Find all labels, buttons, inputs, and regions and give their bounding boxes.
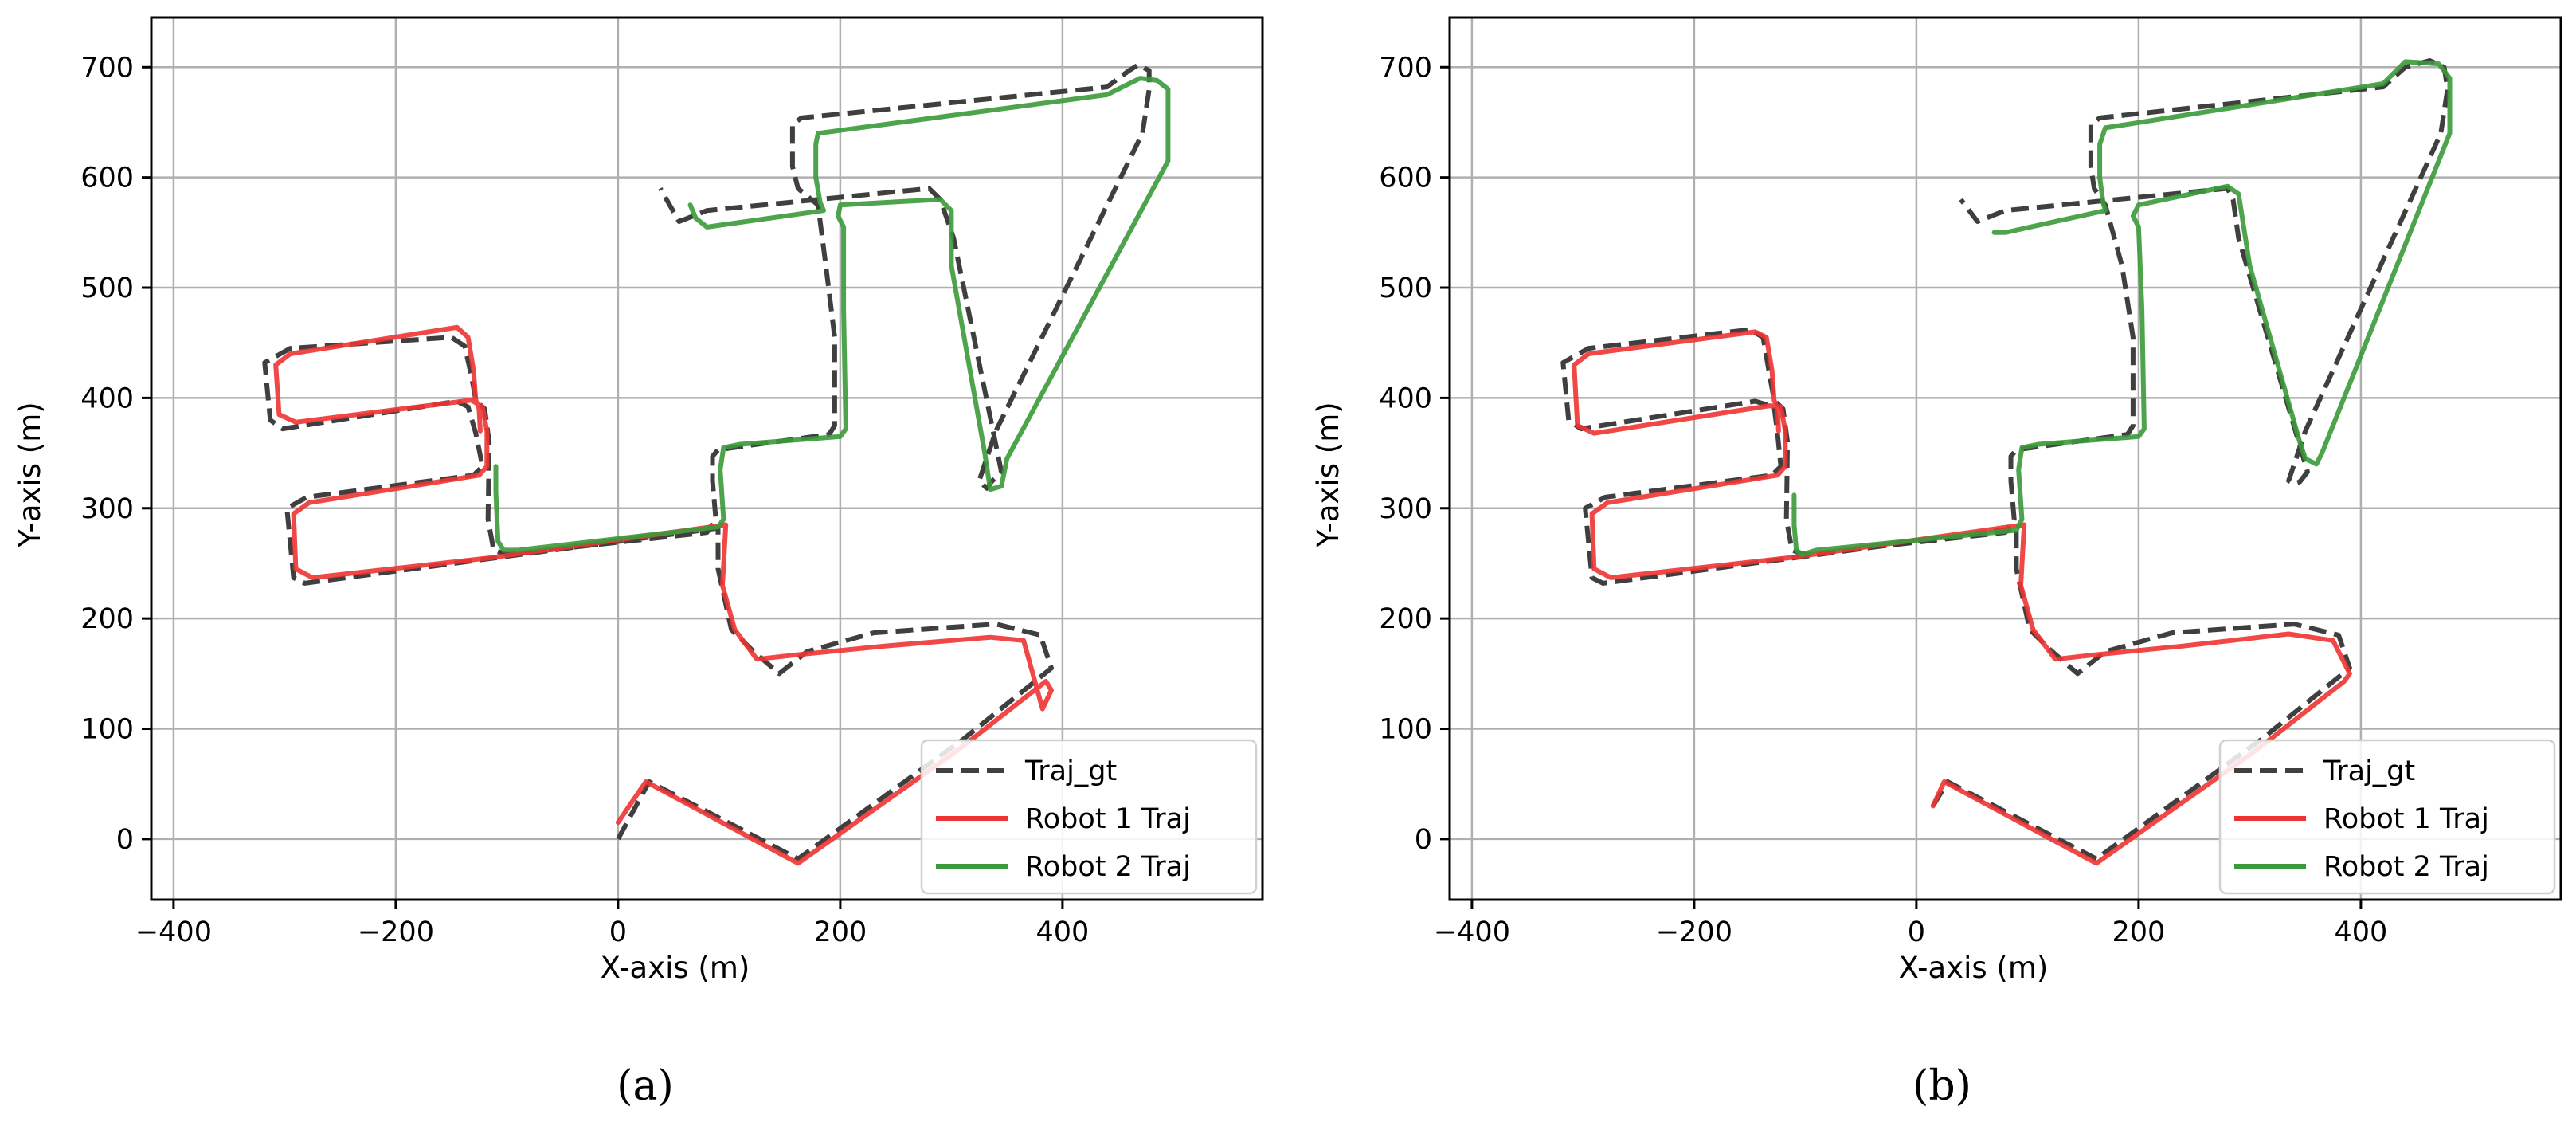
series-line-robot-1-traj <box>273 324 1054 866</box>
x-tick-label: 0 <box>609 916 627 948</box>
x-tick-label: −400 <box>135 916 212 948</box>
x-tick-label: 400 <box>1035 916 1089 948</box>
plot-frame <box>150 16 1264 901</box>
y-tick-label: 0 <box>1415 824 1432 856</box>
legend: Traj_gt Robot 1 Traj Robot 2 Traj <box>920 739 1258 895</box>
y-axis-label: Y-axis (m) <box>13 402 47 547</box>
y-tick-label: 0 <box>116 824 134 856</box>
panel-caption: (a) <box>617 1062 674 1110</box>
y-axis-label: Y-axis (m) <box>1311 402 1345 547</box>
legend-label: Traj_gt <box>1024 755 1117 787</box>
panel-a: −400 −200 0 200 400 0 100 200 300 400 500 600 700 X-a… <box>13 16 1264 1110</box>
y-tick-label: 500 <box>1379 273 1432 304</box>
legend-label: Robot 2 Traj <box>1025 851 1191 883</box>
y-tick-label: 300 <box>1379 493 1432 525</box>
x-tick-label: 200 <box>2112 916 2165 948</box>
y-tick-label: 300 <box>80 493 134 525</box>
panel-b: −400 −200 0 200 400 0 100 200 300 400 500 600 700 X-a… <box>1311 16 2562 1110</box>
series-group <box>1560 58 2453 866</box>
legend-label: Traj_gt <box>2323 755 2415 787</box>
series-line-traj-gt <box>262 62 1152 861</box>
x-axis-label: X-axis (m) <box>1899 951 2049 985</box>
legend-box <box>920 739 1258 895</box>
legend-label: Robot 1 Traj <box>1025 803 1191 835</box>
x-tick-label: 200 <box>813 916 867 948</box>
series-line-traj-gt <box>1560 58 2450 861</box>
y-tick-label: 700 <box>1379 52 1432 84</box>
y-tick-label: 600 <box>80 163 134 194</box>
legend-label: Robot 1 Traj <box>2323 803 2489 835</box>
series-line-robot-2-traj <box>493 76 1171 553</box>
series-line-robot-1-traj <box>1572 329 2352 866</box>
x-tick-label: −400 <box>1434 916 1510 948</box>
y-tick-label: 400 <box>80 383 134 414</box>
series-line-robot-2-traj <box>1791 59 2453 557</box>
legend-label: Robot 2 Traj <box>2323 851 2489 883</box>
x-tick-label: −200 <box>1656 916 1732 948</box>
legend: Traj_gt Robot 1 Traj Robot 2 Traj <box>2218 739 2556 895</box>
y-tick-label: 400 <box>1379 383 1432 414</box>
x-tick-label: 400 <box>2334 916 2387 948</box>
x-axis-label: X-axis (m) <box>601 951 750 985</box>
legend-box <box>2218 739 2556 895</box>
y-tick-label: 600 <box>1379 163 1432 194</box>
y-tick-label: 500 <box>80 273 134 304</box>
series-group <box>262 62 1171 866</box>
y-tick-label: 100 <box>1379 714 1432 746</box>
y-tick-label: 700 <box>80 52 134 84</box>
y-tick-label: 200 <box>1379 603 1432 635</box>
y-tick-label: 200 <box>80 603 134 635</box>
panel-caption: (b) <box>1912 1062 1971 1110</box>
x-tick-label: −200 <box>358 916 434 948</box>
plot-frame <box>1448 16 2562 901</box>
x-tick-label: 0 <box>1908 916 1925 948</box>
y-tick-label: 100 <box>80 714 134 746</box>
